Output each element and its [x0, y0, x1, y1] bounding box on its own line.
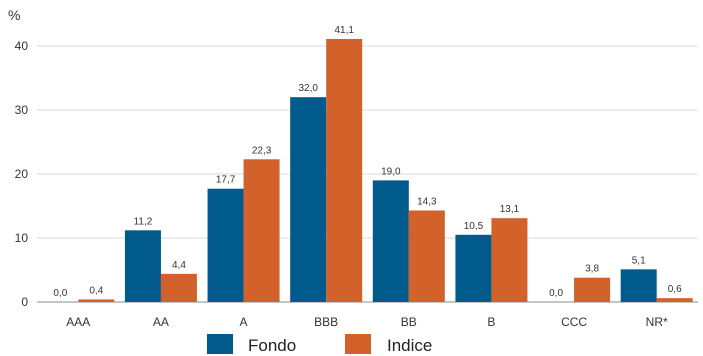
- y-unit-label: %: [8, 7, 20, 23]
- bars: [78, 38, 693, 303]
- bar-indice-nr: [656, 298, 693, 302]
- value-label-indice: 41,1: [334, 25, 354, 36]
- bar-fondo-b: [455, 234, 492, 302]
- y-tick-label: 0: [21, 295, 28, 309]
- x-tick-label: BB: [401, 315, 417, 329]
- y-tick-label: 40: [15, 39, 29, 53]
- bar-indice-a: [243, 159, 280, 302]
- legend-label-fondo: Fondo: [248, 336, 296, 355]
- bar-indice-aa: [160, 273, 197, 302]
- value-label-fondo: 10,5: [464, 221, 484, 232]
- x-tick-label: AA: [153, 315, 169, 329]
- y-axis-ticks: 0 10 20 30 40: [15, 39, 29, 309]
- value-label-fondo: 17,7: [216, 175, 236, 186]
- bar-fondo-aa: [124, 230, 161, 302]
- value-label-fondo: 19,0: [381, 166, 401, 177]
- y-tick-label: 20: [15, 167, 29, 181]
- value-label-fondo: 32,0: [298, 83, 318, 94]
- value-label-indice: 13,1: [500, 204, 520, 215]
- x-tick-label: B: [487, 315, 495, 329]
- bar-indice-ccc: [574, 277, 611, 302]
- y-tick-label: 30: [15, 103, 29, 117]
- x-tick-label: CCC: [561, 315, 587, 329]
- x-axis-labels: AAA AA A BBB BB B CCC NR*: [66, 315, 668, 329]
- x-tick-label: A: [240, 315, 248, 329]
- value-label-indice: 0,4: [89, 285, 103, 296]
- x-tick-label: NR*: [646, 315, 668, 329]
- y-tick-label: 10: [15, 231, 29, 245]
- bar-indice-bbb: [326, 38, 363, 303]
- bar-fondo-nr: [620, 269, 657, 302]
- legend-swatch-indice: [345, 334, 371, 354]
- value-label-fondo: 5,1: [632, 255, 646, 266]
- value-label-fondo: 0,0: [549, 288, 563, 299]
- value-label-indice: 0,6: [668, 284, 682, 295]
- value-label-indice: 22,3: [252, 145, 272, 156]
- legend-label-indice: Indice: [387, 336, 432, 355]
- value-label-fondo: 0,0: [53, 288, 67, 299]
- value-label-indice: 4,4: [172, 260, 186, 271]
- bar-fondo-bbb: [290, 97, 327, 302]
- bar-indice-bb: [408, 210, 445, 302]
- value-labels: 0,0 0,4 11,2 4,4 17,7 22,3 32,0 41,1 19,0 14,3 10,…: [53, 25, 682, 299]
- value-label-indice: 3,8: [585, 264, 599, 275]
- bar-indice-aaa: [78, 299, 115, 302]
- x-tick-label: BBB: [314, 315, 338, 329]
- legend-swatch-fondo: [207, 334, 233, 354]
- value-label-fondo: 11,2: [134, 216, 153, 227]
- bar-fondo-a: [207, 188, 244, 302]
- legend: Fondo Indice: [207, 334, 432, 355]
- bar-indice-b: [491, 218, 528, 302]
- bar-fondo-bb: [372, 180, 409, 302]
- value-label-indice: 14,3: [417, 196, 437, 207]
- x-tick-label: AAA: [66, 315, 90, 329]
